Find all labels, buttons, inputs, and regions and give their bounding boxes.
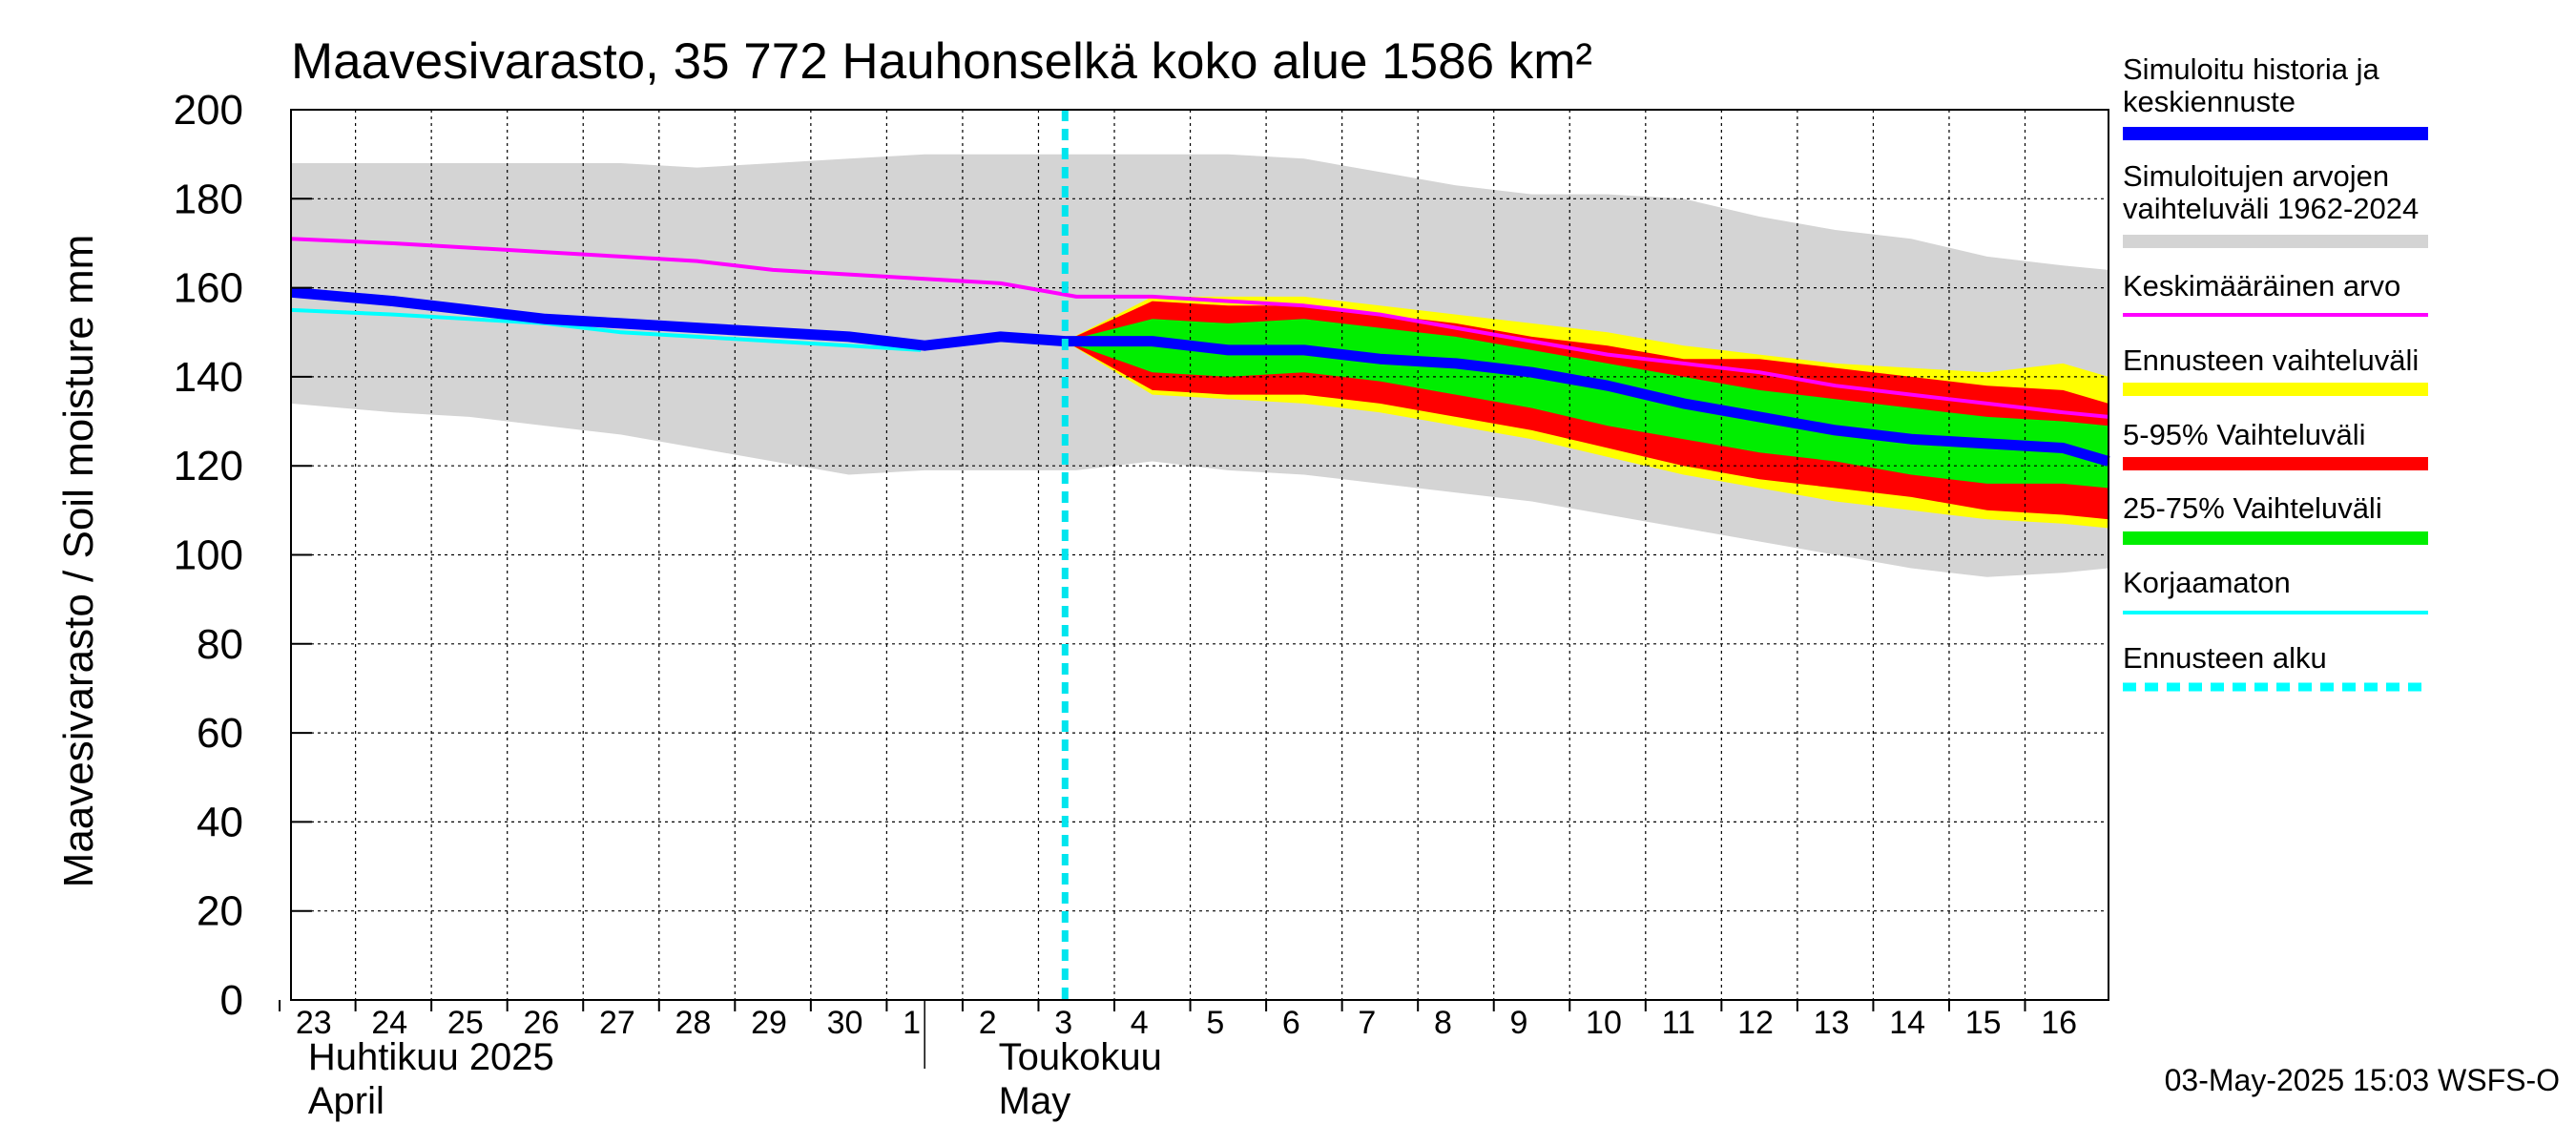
grid-layer xyxy=(291,110,2109,1000)
legend-label: keskiennuste xyxy=(2123,85,2296,118)
timestamp: 03-May-2025 15:03 WSFS-O xyxy=(2165,1063,2560,1097)
x-tick-label: 12 xyxy=(1737,1005,1774,1041)
month-label: Toukokuu xyxy=(999,1036,1162,1078)
x-tick-label: 1 xyxy=(903,1005,921,1041)
x-axis: 23 24 25 26 27 28 29 30 1 2 3 4 5 6 7 8 9 10 11 12 13 14 15 16H… xyxy=(279,1000,2077,1122)
legend-label: 25-75% Vaihteluväli xyxy=(2123,491,2382,525)
x-tick-label: 2 xyxy=(979,1005,997,1041)
legend-label: Simuloitujen arvojen xyxy=(2123,159,2389,193)
y-tick-label: 140 xyxy=(174,354,243,401)
legend-item: Ennusteen vaihteluväli xyxy=(2123,344,2428,396)
x-tick-label: 13 xyxy=(1814,1005,1850,1041)
legend-label: vaihteluväli 1962-2024 xyxy=(2123,192,2419,225)
legend-label: Korjaamaton xyxy=(2123,566,2291,599)
legend-label: Keskimääräinen arvo xyxy=(2123,269,2400,302)
x-tick-label: 30 xyxy=(827,1005,863,1041)
series-line-2 xyxy=(290,286,2110,467)
x-tick-label: 25 xyxy=(447,1005,484,1041)
bands-layer xyxy=(291,154,2109,577)
x-tick-label: 7 xyxy=(1358,1005,1376,1041)
y-tick-label: 200 xyxy=(174,87,243,134)
y-tick-label: 0 xyxy=(220,977,243,1024)
band-3 xyxy=(1065,319,2109,489)
x-tick-label: 27 xyxy=(599,1005,635,1041)
chart-title: Maavesivarasto, 35 772 Hauhonselkä koko … xyxy=(291,33,1592,90)
legend-label: Simuloitu historia ja xyxy=(2123,52,2380,86)
legend-label: 5-95% Vaihteluväli xyxy=(2123,418,2365,451)
x-tick-label: 14 xyxy=(1889,1005,1925,1041)
legend: Simuloitu historia jakeskiennusteSimuloi… xyxy=(2123,52,2428,692)
x-tick-label: 5 xyxy=(1206,1005,1224,1041)
y-tick-label: 40 xyxy=(197,799,243,845)
legend-item: Korjaamaton xyxy=(2123,566,2428,614)
series-line-0 xyxy=(290,237,2109,419)
x-tick-label: 6 xyxy=(1282,1005,1300,1041)
y-axis: 0 20 40 60 80 100 120 140 160 180 200 xyxy=(174,87,312,1024)
y-axis-label: Maavesivarasto / Soil moisture mm xyxy=(55,235,102,888)
y-tick-label: 120 xyxy=(174,443,243,489)
x-tick-label: 10 xyxy=(1586,1005,1622,1041)
month-label: Huhtikuu 2025 xyxy=(308,1036,554,1078)
x-tick-label: 3 xyxy=(1054,1005,1072,1041)
month-label: May xyxy=(999,1080,1071,1122)
legend-item: 5-95% Vaihteluväli xyxy=(2123,418,2428,470)
y-tick-label: 100 xyxy=(174,532,243,579)
x-tick-label: 15 xyxy=(1965,1005,2002,1041)
x-tick-label: 29 xyxy=(751,1005,787,1041)
y-tick-label: 60 xyxy=(197,710,243,757)
x-tick-label: 24 xyxy=(371,1005,407,1041)
x-tick-label: 23 xyxy=(296,1005,332,1041)
legend-item: 25-75% Vaihteluväli xyxy=(2123,491,2428,545)
month-label: April xyxy=(308,1080,384,1122)
legend-item: Keskimääräinen arvo xyxy=(2123,269,2428,317)
legend-label: Ennusteen alku xyxy=(2123,641,2327,675)
y-tick-label: 160 xyxy=(174,265,243,312)
y-tick-label: 80 xyxy=(197,621,243,668)
lines-layer xyxy=(290,110,2110,1000)
x-tick-label: 8 xyxy=(1434,1005,1452,1041)
legend-label: Ennusteen vaihteluväli xyxy=(2123,344,2419,377)
x-tick-label: 28 xyxy=(675,1005,712,1041)
x-tick-label: 16 xyxy=(2041,1005,2077,1041)
y-tick-label: 20 xyxy=(197,888,243,935)
x-tick-label: 9 xyxy=(1509,1005,1527,1041)
x-tick-label: 26 xyxy=(523,1005,559,1041)
series-line-1 xyxy=(290,307,922,352)
x-tick-label: 11 xyxy=(1662,1005,1695,1041)
x-tick-label: 4 xyxy=(1131,1005,1149,1041)
y-tick-label: 180 xyxy=(174,176,243,222)
legend-item: Ennusteen alku xyxy=(2123,641,2428,692)
